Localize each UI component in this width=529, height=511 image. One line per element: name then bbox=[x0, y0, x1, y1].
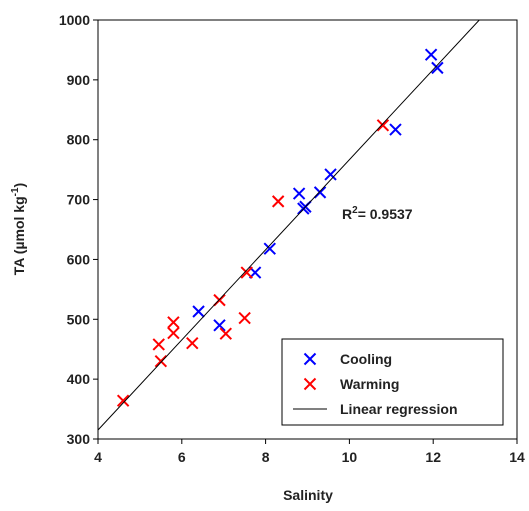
x-tick-label: 4 bbox=[94, 449, 102, 465]
legend-label: Linear regression bbox=[340, 401, 458, 417]
point bbox=[154, 354, 168, 368]
plot-frame bbox=[97, 19, 518, 440]
point bbox=[431, 61, 444, 75]
y-tick-label: 400 bbox=[67, 371, 91, 387]
point bbox=[167, 316, 180, 329]
point bbox=[389, 123, 402, 136]
point bbox=[219, 327, 233, 340]
legend-label: Warming bbox=[340, 376, 399, 392]
x-tick-label: 14 bbox=[509, 449, 525, 465]
point bbox=[192, 305, 205, 318]
y-label-main: TA (µmol kg bbox=[11, 196, 27, 275]
y-tick-label: 700 bbox=[67, 192, 91, 208]
annotation-main: R bbox=[342, 206, 352, 222]
legend-swatch bbox=[303, 377, 317, 391]
annotation-sup: 2 bbox=[352, 205, 358, 216]
point bbox=[240, 266, 253, 279]
y-tick-label: 600 bbox=[67, 251, 91, 267]
point bbox=[167, 326, 180, 340]
point bbox=[116, 394, 130, 407]
y-tick-label: 1000 bbox=[59, 12, 90, 28]
point bbox=[292, 187, 306, 200]
point bbox=[424, 48, 438, 61]
regression-line bbox=[98, 20, 480, 431]
annotation: R2= 0.9537 bbox=[342, 205, 413, 222]
point bbox=[271, 195, 285, 208]
y-label-sup: -1 bbox=[10, 187, 21, 196]
x-tick-label: 12 bbox=[425, 449, 441, 465]
point bbox=[213, 319, 226, 332]
point bbox=[186, 337, 199, 350]
point bbox=[238, 311, 251, 325]
x-tick-label: 6 bbox=[178, 449, 186, 465]
legend-label: Cooling bbox=[340, 351, 392, 367]
legend-box bbox=[281, 338, 504, 426]
y-axis-label: TA (µmol kg-1) bbox=[10, 183, 27, 275]
x-tick-label: 8 bbox=[262, 449, 270, 465]
point bbox=[263, 242, 276, 255]
y-tick-label: 800 bbox=[67, 132, 91, 148]
point bbox=[324, 168, 337, 181]
y-label-end: ) bbox=[11, 183, 27, 188]
y-tick-label: 300 bbox=[67, 431, 91, 447]
legend-swatch bbox=[303, 352, 317, 366]
x-axis-label: Salinity bbox=[283, 487, 333, 503]
point bbox=[376, 119, 390, 132]
annotation-end: = 0.9537 bbox=[358, 206, 413, 222]
x-tick-label: 10 bbox=[342, 449, 358, 465]
point bbox=[313, 186, 327, 199]
point bbox=[152, 338, 165, 351]
y-tick-label: 500 bbox=[67, 311, 91, 327]
y-tick-label: 900 bbox=[67, 72, 91, 88]
